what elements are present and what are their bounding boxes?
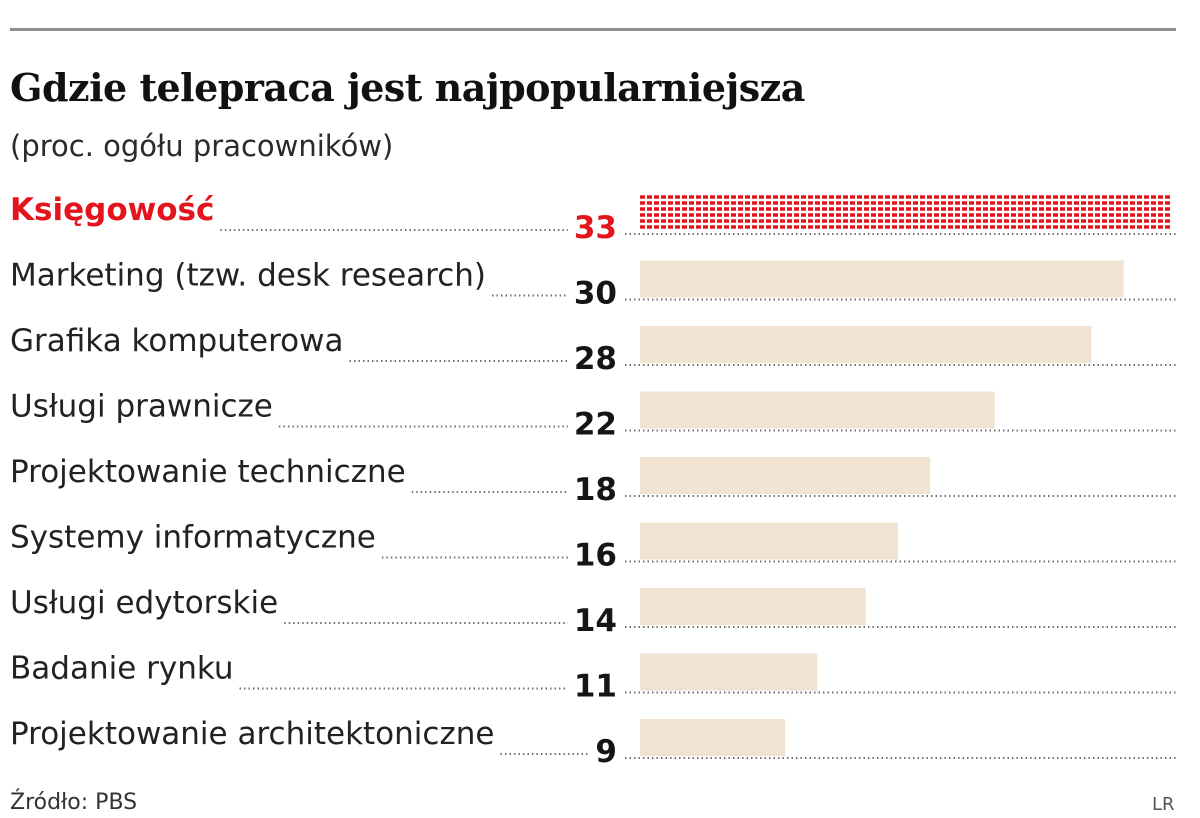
value-bar [640,588,866,625]
category-label: Marketing (tzw. desk research) [10,258,486,294]
value-label: 18 [574,472,617,508]
category-label: Badanie rynku [10,651,234,687]
category-label: Usługi prawnicze [10,389,273,425]
value-label: 22 [574,407,617,443]
value-label: 16 [574,538,617,574]
category-label: Grafika komputerowa [10,323,344,359]
value-bar [640,653,818,691]
value-label: 11 [574,669,617,705]
top-rule [10,28,1176,31]
value-label: 14 [574,603,617,639]
value-label: 28 [574,341,617,377]
category-label: Księgowość [10,192,214,228]
value-label: 33 [574,210,617,246]
chart-title: Gdzie telepraca jest najpopularniejsza [10,65,805,110]
category-label: Projektowanie architektoniczne [10,716,494,752]
publisher-badge: LR [1152,794,1175,815]
category-label: Usługi edytorskie [10,585,278,621]
chart-subtitle: (proc. ogółu pracowników) [10,129,394,163]
value-bar [640,260,1124,298]
value-bar [640,391,995,429]
value-bar [640,522,898,560]
category-label: Systemy informatyczne [10,520,376,556]
value-label: 30 [574,276,617,312]
source-note: Źródło: PBS [10,790,138,815]
value-bar [640,719,786,756]
value-label: 9 [595,734,617,770]
category-label: Projektowanie techniczne [10,454,406,490]
value-bar [640,457,931,494]
value-bar [640,326,1092,363]
